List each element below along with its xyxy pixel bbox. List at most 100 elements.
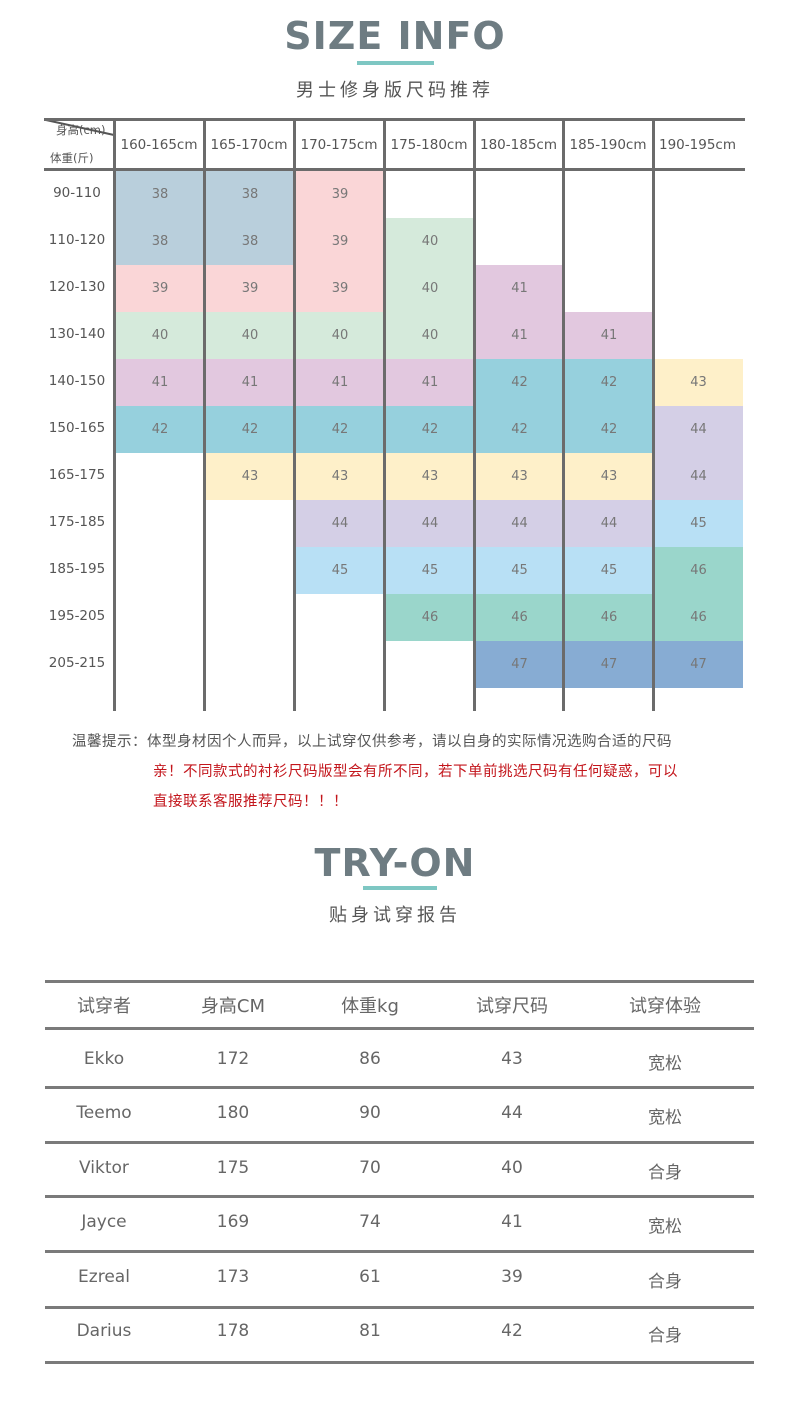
weight-row-header: 110-120 [48, 232, 106, 248]
table-cell: 172 [216, 1049, 250, 1069]
corner-diagonal-line [45, 119, 115, 136]
column-header: 试穿体验 [629, 996, 701, 1017]
table-divider [44, 118, 745, 121]
size-cell: 46 [385, 594, 475, 641]
corner-height-label: 身高(cm) [56, 123, 106, 137]
size-cell: 38 [205, 171, 295, 218]
weight-row-header: 185-195 [48, 561, 106, 577]
row-divider [45, 1027, 754, 1030]
size-cell: 40 [385, 218, 475, 265]
size-cell: 44 [654, 406, 743, 453]
weight-row-header: 140-150 [48, 373, 106, 389]
row-divider [45, 1361, 754, 1364]
table-cell: 39 [501, 1267, 523, 1287]
size-cell: 40 [385, 312, 475, 359]
table-cell: 61 [359, 1267, 381, 1287]
size-cell: 45 [475, 547, 564, 594]
size-cell: 39 [115, 265, 205, 312]
size-cell: 39 [295, 218, 385, 265]
height-column-header: 190-195cm [659, 137, 736, 153]
size-cell: 42 [295, 406, 385, 453]
size-cell: 47 [564, 641, 654, 688]
table-cell: 74 [359, 1212, 381, 1232]
weight-row-header: 195-205 [48, 608, 106, 624]
size-cell: 43 [654, 359, 743, 406]
size-cell: 43 [205, 453, 295, 500]
row-divider [45, 1250, 754, 1253]
weight-row-header: 90-110 [53, 185, 101, 201]
table-cell: 宽松 [648, 1054, 682, 1074]
column-divider [383, 118, 386, 711]
size-cell: 43 [564, 453, 654, 500]
size-warning-note-line2: 直接联系客服推荐尺码！！！ [153, 794, 348, 810]
weight-row-header: 165-175 [48, 467, 106, 483]
size-cell: 39 [205, 265, 295, 312]
table-cell: 40 [501, 1158, 523, 1178]
size-cell: 42 [115, 406, 205, 453]
size-cell: 44 [385, 500, 475, 547]
size-cell: 41 [205, 359, 295, 406]
try-on-title: TRY-ON [314, 841, 476, 885]
tester-name: Teemo [76, 1103, 132, 1123]
size-cell: 42 [475, 359, 564, 406]
table-cell: 宽松 [648, 1108, 682, 1128]
size-warning-note-line1: 亲！不同款式的衬衫尺码版型会有所不同，若下单前挑选尺码有任何疑惑，可以 [153, 764, 678, 780]
size-cell: 46 [654, 547, 743, 594]
row-divider [45, 1195, 754, 1198]
size-cell: 42 [564, 359, 654, 406]
size-cell: 46 [564, 594, 654, 641]
size-cell: 39 [295, 171, 385, 218]
height-column-header: 165-170cm [210, 137, 288, 153]
tester-name: Viktor [79, 1158, 129, 1178]
try-on-underline [363, 886, 437, 890]
column-divider [652, 118, 655, 711]
size-cell: 39 [295, 265, 385, 312]
tester-name: Ezreal [78, 1267, 130, 1287]
size-cell: 44 [564, 500, 654, 547]
table-cell: 169 [216, 1212, 250, 1232]
size-cell: 41 [295, 359, 385, 406]
weight-row-header: 150-165 [48, 420, 106, 436]
size-cell: 46 [475, 594, 564, 641]
weight-row-header: 120-130 [48, 279, 106, 295]
table-cell: 173 [216, 1267, 250, 1287]
table-cell: 44 [501, 1103, 523, 1123]
size-info-title: SIZE INFO [284, 14, 506, 58]
table-cell: 43 [501, 1049, 523, 1069]
try-on-subtitle: 贴身试穿报告 [329, 905, 461, 926]
row-divider [45, 1086, 754, 1089]
table-cell: 合身 [648, 1163, 682, 1183]
weight-row-header: 130-140 [48, 326, 106, 342]
fit-tip-note: 温馨提示：体型身材因个人而异，以上试穿仅供参考，请以自身的实际情况选购合适的尺码 [72, 734, 672, 750]
size-info-subtitle: 男士修身版尺码推荐 [296, 80, 494, 101]
size-cell: 41 [475, 265, 564, 312]
size-cell: 41 [115, 359, 205, 406]
column-header: 试穿尺码 [476, 996, 548, 1017]
table-cell: 合身 [648, 1272, 682, 1292]
size-cell: 43 [385, 453, 475, 500]
table-cell: 42 [501, 1321, 523, 1341]
tester-name: Ekko [83, 1049, 125, 1069]
row-divider [45, 980, 754, 983]
height-column-header: 170-175cm [300, 137, 378, 153]
weight-row-header: 175-185 [48, 514, 106, 530]
tester-name: Darius [76, 1321, 132, 1341]
size-cell: 42 [475, 406, 564, 453]
table-cell: 宽松 [648, 1217, 682, 1237]
table-cell: 180 [216, 1103, 250, 1123]
height-column-header: 180-185cm [480, 137, 557, 153]
height-column-header: 185-190cm [569, 137, 647, 153]
column-divider [113, 118, 116, 711]
size-cell: 45 [654, 500, 743, 547]
column-header: 身高CM [200, 996, 266, 1017]
size-cell: 47 [475, 641, 564, 688]
table-cell: 81 [359, 1321, 381, 1341]
column-header: 体重kg [341, 996, 399, 1017]
size-info-underline [357, 61, 434, 65]
size-cell: 40 [385, 265, 475, 312]
table-cell: 178 [216, 1321, 250, 1341]
size-cell: 38 [205, 218, 295, 265]
corner-weight-label: 体重(斤) [50, 151, 94, 165]
row-divider [45, 1306, 754, 1309]
size-cell: 38 [115, 218, 205, 265]
